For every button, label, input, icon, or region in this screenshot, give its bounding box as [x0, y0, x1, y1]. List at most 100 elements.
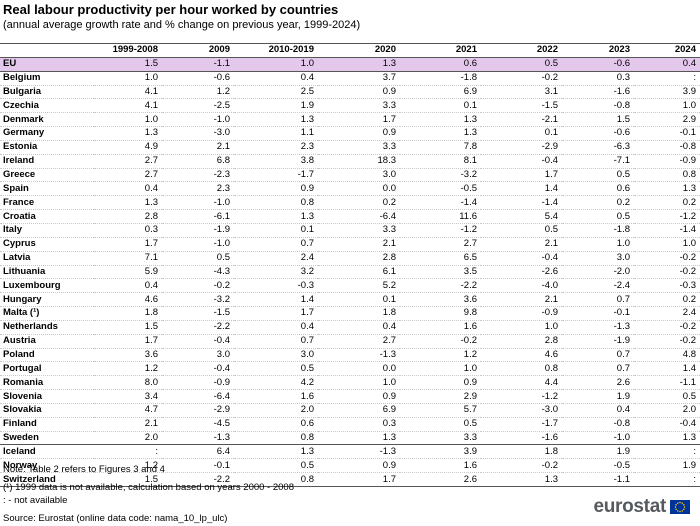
eu-flag-icon	[670, 500, 690, 514]
value-cell: 2.4	[234, 251, 318, 266]
country-cell: Italy	[0, 223, 94, 238]
value-cell: -1.6	[562, 85, 634, 100]
country-cell: Norway	[0, 458, 94, 474]
value-cell: -1.1	[562, 472, 634, 487]
value-cell: 1.2	[94, 458, 162, 474]
value-cell: 2.3	[162, 181, 234, 197]
country-cell: Hungary	[0, 292, 94, 308]
flag-star	[675, 504, 677, 506]
value-cell: -0.9	[162, 375, 234, 391]
country-cell: Greece	[0, 168, 94, 183]
value-cell: 3.5	[400, 265, 481, 280]
value-cell: -2.1	[481, 112, 562, 128]
value-cell: 5.2	[318, 278, 400, 294]
value-cell: 0.5	[562, 209, 634, 224]
country-cell: Malta (¹)	[0, 306, 94, 321]
table-row: Netherlands 1.5 -2.2 0.4 0.4 1.6 1.0 -1.3 -0.2	[0, 320, 700, 335]
value-cell: 2.7	[400, 237, 481, 252]
header-row: 1999-2008 2009 2010-2019 2020 2021 2022 2023 20…	[0, 43, 700, 58]
value-cell: 4.9	[94, 140, 162, 155]
value-cell: -0.1	[634, 126, 700, 141]
value-cell: 0.9	[318, 458, 400, 474]
country-cell: Cyprus	[0, 237, 94, 252]
value-cell: 0.0	[318, 361, 400, 377]
header-2020: 2020	[318, 43, 400, 58]
country-cell: Romania	[0, 375, 94, 391]
value-cell: 4.1	[94, 98, 162, 114]
value-cell: 0.4	[634, 57, 700, 72]
value-cell: 1.3	[234, 112, 318, 128]
value-cell: 6.9	[318, 403, 400, 418]
value-cell: 1.2	[94, 361, 162, 377]
value-cell: 1.6	[234, 389, 318, 404]
header-2023: 2023	[562, 43, 634, 58]
table-row: Bulgaria 4.1 1.2 2.5 0.9 6.9 3.1 -1.6 3.9	[0, 85, 700, 100]
value-cell: :	[634, 472, 700, 487]
value-cell: 1.3	[634, 431, 700, 446]
country-cell: France	[0, 195, 94, 211]
value-cell: 1.0	[234, 57, 318, 72]
value-cell: -2.9	[162, 403, 234, 418]
header-2009: 2009	[162, 43, 234, 58]
value-cell: -4.3	[162, 265, 234, 280]
value-cell: 0.5	[162, 251, 234, 266]
value-cell: 1.8	[94, 306, 162, 321]
value-cell: 0.4	[234, 71, 318, 86]
value-cell: 0.4	[94, 278, 162, 294]
value-cell: 0.3	[94, 223, 162, 238]
table-row: Latvia 7.1 0.5 2.4 2.8 6.5 -0.4 3.0 -0.2	[0, 251, 700, 266]
value-cell: 0.4	[562, 403, 634, 418]
value-cell: -0.8	[562, 417, 634, 432]
value-cell: 0.4	[94, 181, 162, 197]
country-cell: Spain	[0, 181, 94, 197]
value-cell: -2.4	[562, 278, 634, 294]
value-cell: 1.8	[318, 306, 400, 321]
country-cell: Finland	[0, 417, 94, 432]
value-cell: 7.8	[400, 140, 481, 155]
value-cell: -0.4	[481, 154, 562, 169]
eurostat-logo: eurostat	[593, 496, 690, 518]
value-cell: 2.7	[318, 334, 400, 349]
value-cell: 1.3	[400, 112, 481, 128]
value-cell: 2.0	[94, 431, 162, 446]
value-cell: 4.8	[634, 348, 700, 363]
value-cell: 9.8	[400, 306, 481, 321]
value-cell: 6.8	[162, 154, 234, 169]
table-row: Denmark 1.0 -1.0 1.3 1.7 1.3 -2.1 1.5 2.9	[0, 112, 700, 128]
value-cell: 0.6	[400, 57, 481, 72]
value-cell: 3.3	[318, 98, 400, 114]
table-row: Spain 0.4 2.3 0.9 0.0 -0.5 1.4 0.6 1.3	[0, 181, 700, 197]
value-cell: 3.4	[94, 389, 162, 404]
source-note: Source: Eurostat (online data code: nama…	[3, 513, 228, 524]
value-cell: 4.6	[481, 348, 562, 363]
table-row: Lithuania 5.9 -4.3 3.2 6.1 3.5 -2.6 -2.0 -0.2	[0, 265, 700, 280]
value-cell: -2.2	[162, 472, 234, 487]
value-cell: 3.6	[94, 348, 162, 363]
value-cell: 4.7	[94, 403, 162, 418]
value-cell: -1.4	[634, 223, 700, 238]
value-cell: -0.6	[562, 57, 634, 72]
value-cell: -1.9	[562, 334, 634, 349]
value-cell: 2.0	[634, 403, 700, 418]
value-cell: 1.8	[481, 444, 562, 460]
country-cell: Slovakia	[0, 403, 94, 418]
value-cell: :	[634, 444, 700, 460]
value-cell: -0.2	[634, 320, 700, 335]
country-cell: Luxembourg	[0, 278, 94, 294]
value-cell: 0.5	[234, 361, 318, 377]
value-cell: 1.9	[634, 458, 700, 474]
header-2021: 2021	[400, 43, 481, 58]
value-cell: -3.2	[162, 292, 234, 308]
value-cell: 2.0	[234, 403, 318, 418]
value-cell: 1.0	[94, 112, 162, 128]
value-cell: 0.3	[318, 417, 400, 432]
value-cell: 0.6	[234, 417, 318, 432]
table-row: Switzerland 1.5 -2.2 0.8 1.7 2.6 1.3 -1.1:	[0, 472, 700, 487]
flag-star	[683, 504, 685, 506]
country-cell: Germany	[0, 126, 94, 141]
value-cell: -1.3	[318, 348, 400, 363]
header-2022: 2022	[481, 43, 562, 58]
value-cell: 1.0	[634, 237, 700, 252]
value-cell: 2.8	[318, 251, 400, 266]
table-row: Sweden 2.0 -1.3 0.8 1.3 3.3 -1.6 -1.0 1.3	[0, 431, 700, 446]
